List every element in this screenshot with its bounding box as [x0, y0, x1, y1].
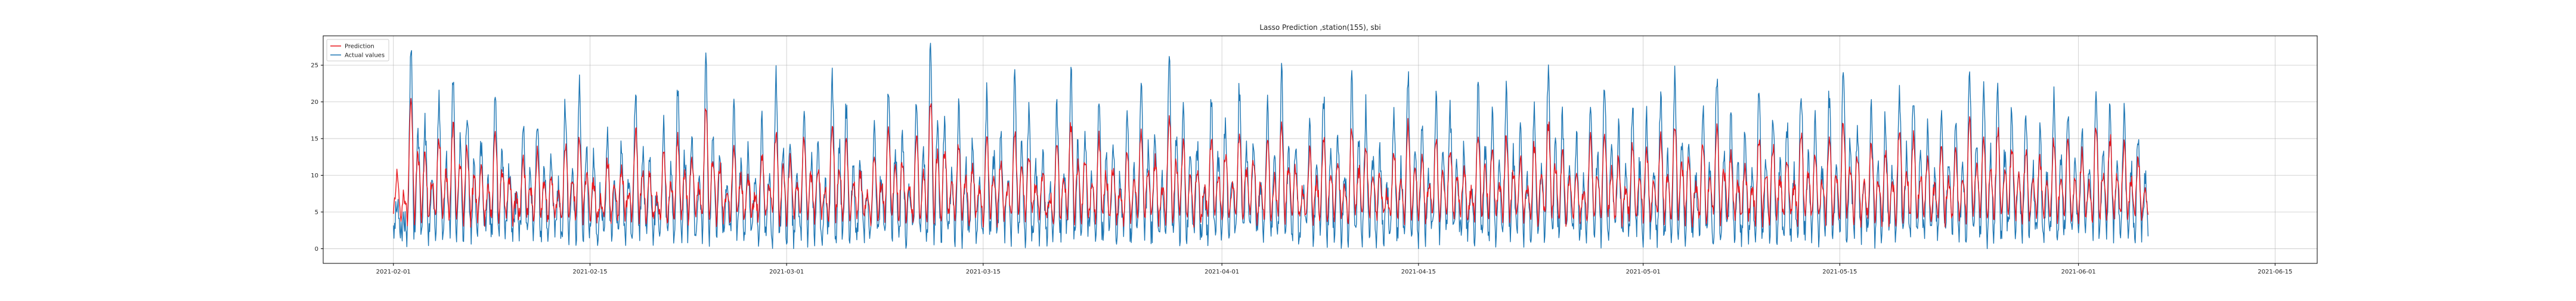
- y-tick-label: 10: [311, 173, 318, 179]
- x-tick-label: 2021-04-01: [1205, 269, 1239, 275]
- y-tick-label: 0: [315, 246, 318, 253]
- series-line-prediction: [393, 98, 2149, 228]
- legend: Prediction Actual values: [326, 39, 389, 62]
- y-tick-label: 25: [311, 63, 318, 69]
- axes: 2021-02-01 2021-02-15 2021-03-01 2021-03-15…: [311, 63, 2292, 275]
- grid: [323, 36, 2317, 263]
- legend-label: Actual values: [345, 53, 385, 59]
- x-tick-label: 2021-03-15: [966, 269, 1001, 275]
- x-tick-label: 2021-06-01: [2061, 269, 2096, 275]
- y-tick-label: 5: [315, 209, 318, 216]
- legend-label: Prediction: [345, 44, 374, 50]
- legend-box: [326, 39, 389, 62]
- x-tick-label: 2021-02-15: [572, 269, 607, 275]
- chart-title: Lasso Prediction ,station(155), sbi: [1259, 23, 1380, 32]
- x-tick-label: 2021-02-01: [376, 269, 411, 275]
- y-tick-label: 20: [311, 99, 318, 106]
- plot-frame: [323, 35, 2318, 264]
- x-tick-label: 2021-06-15: [2258, 269, 2292, 275]
- x-tick-label: 2021-05-01: [1626, 269, 1661, 275]
- y-tick-label: 15: [311, 136, 318, 143]
- series-layer: [393, 42, 2149, 250]
- x-tick-label: 2021-04-15: [1401, 269, 1436, 275]
- x-tick-label: 2021-05-15: [1822, 269, 1857, 275]
- x-tick-label: 2021-03-01: [769, 269, 804, 275]
